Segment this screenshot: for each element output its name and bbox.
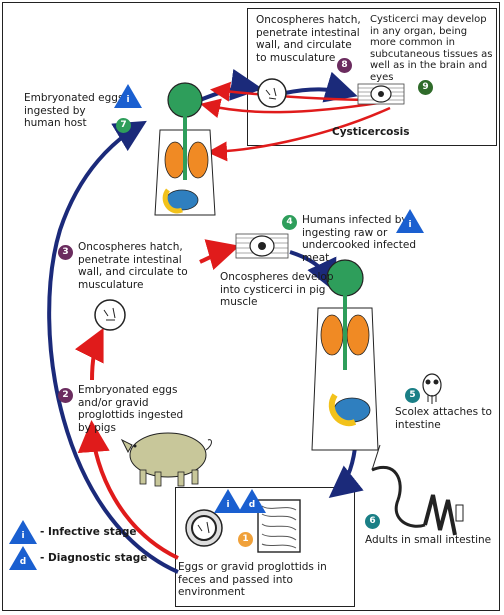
legend-infective: - Infective stage <box>40 526 137 538</box>
step-6-badge: 6 <box>365 514 380 529</box>
badge-infective-step7-letter: i <box>126 95 130 105</box>
step-1-text: Eggs or gravid proglottids in feces and … <box>178 561 327 598</box>
arrow-head-to-oncosphere <box>199 68 263 102</box>
scolex-figure <box>422 373 442 404</box>
adult-tapeworm-figure <box>371 444 464 536</box>
step-4b-text: Oncospheres develop into cysticerci in p… <box>220 271 334 308</box>
human-host-figure-top <box>154 82 216 216</box>
cysticercus-muscle-top <box>357 83 405 105</box>
arrow-human-to-env <box>328 447 364 499</box>
arrow-to-pig-muscle <box>199 239 240 270</box>
legend-diagnostic: - Diagnostic stage <box>40 552 148 564</box>
step-2-text: Embryonated eggs and/or gravid proglotti… <box>78 384 184 434</box>
arrow-cyst-to-body <box>207 106 391 162</box>
badge-infective-env <box>214 489 242 513</box>
step-3-text: Oncospheres hatch, penetrate intestinal … <box>78 241 188 291</box>
human-host-figure-right <box>311 259 379 451</box>
step-9-text: Cysticerci may develop in any organ, bei… <box>370 14 493 83</box>
step-1-badge: 1 <box>238 532 253 547</box>
step-2-badge: 2 <box>58 388 73 403</box>
step-3-badge: 3 <box>58 245 73 260</box>
badge-infective-step4 <box>396 209 424 233</box>
badge-infective-step4-letter: i <box>408 220 412 230</box>
arrow-oncosphere-to-cyst <box>284 71 358 103</box>
oncosphere-top <box>257 78 287 108</box>
gravid-proglottid <box>257 499 301 553</box>
outer-frame <box>2 2 500 611</box>
cysticercosis-box <box>247 8 497 146</box>
badge-infective-legend-letter: i <box>21 531 25 541</box>
step-4-text: Humans infected by ingesting raw or unde… <box>302 214 417 264</box>
arrow-pig-to-oncosphere <box>74 327 104 381</box>
arrow-env-to-human <box>47 120 179 574</box>
oncosphere-left <box>94 299 126 331</box>
pig-figure <box>120 432 212 487</box>
badge-diagnostic-legend <box>9 546 37 570</box>
arrow-cyst-to-head <box>200 98 386 119</box>
badge-diagnostic-env <box>238 489 266 513</box>
pig-muscle-cysticercus <box>235 233 289 259</box>
step-8-badge: 8 <box>337 58 352 73</box>
badge-infective-env-letter: i <box>226 500 230 510</box>
step-8-text: Oncospheres hatch, penetrate intestinal … <box>256 14 361 64</box>
cysticercosis-label: Cysticercosis <box>332 126 410 138</box>
badge-infective-step7 <box>114 84 142 108</box>
step-5-text: Scolex attaches to intestine <box>395 406 492 431</box>
step-5-badge: 5 <box>405 388 420 403</box>
step-9-badge: 9 <box>418 80 433 95</box>
step-4-badge: 4 <box>282 215 297 230</box>
badge-diagnostic-env-letter: d <box>248 500 256 510</box>
step-7-text: Embryonated eggs ingested by human host <box>24 92 124 129</box>
step-6-text: Adults in small intestine <box>365 534 492 546</box>
arrow-env-to-pig <box>77 420 179 560</box>
badge-infective-legend <box>9 520 37 544</box>
egg-environment <box>185 509 223 547</box>
step-7-badge: 7 <box>116 118 131 133</box>
badge-diagnostic-legend-letter: d <box>19 557 27 567</box>
